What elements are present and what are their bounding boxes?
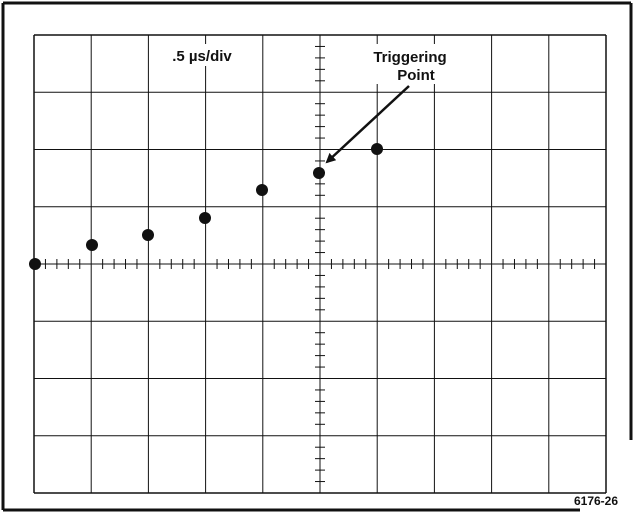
annotation-line: Triggering — [373, 49, 446, 66]
annotation-line: Point — [397, 67, 435, 84]
trace-dots — [29, 143, 383, 270]
dot — [313, 167, 325, 179]
dot — [199, 212, 211, 224]
scale-label: .5 µs/div — [172, 48, 232, 65]
dot — [142, 229, 154, 241]
graticule — [33, 34, 607, 494]
dot — [86, 239, 98, 251]
label-bg — [150, 44, 250, 66]
dot — [29, 258, 41, 270]
arrow — [325, 85, 410, 164]
dot — [256, 184, 268, 196]
dot — [371, 143, 383, 155]
figure-id: 6176-26 — [574, 494, 618, 508]
label-bg — [355, 44, 465, 84]
